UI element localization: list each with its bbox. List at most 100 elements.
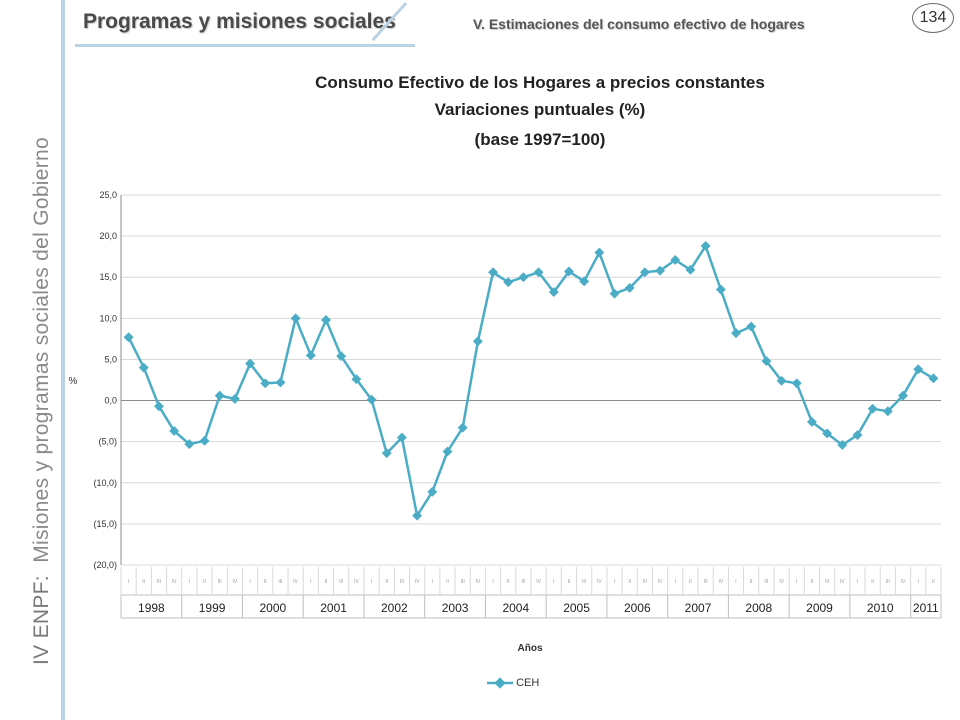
data-point <box>472 336 483 347</box>
quarter-label: III <box>521 579 525 585</box>
quarter-label: IV <box>718 579 723 585</box>
data-point <box>852 430 863 441</box>
quarter-label: II <box>871 579 874 585</box>
data-point <box>442 446 453 457</box>
data-point <box>655 265 666 276</box>
quarter-label: II <box>507 579 510 585</box>
quarter-label: III <box>218 579 222 585</box>
data-point <box>321 315 331 325</box>
quarter-label: III <box>825 579 829 585</box>
quarter-label: IV <box>658 579 663 585</box>
quarter-label: III <box>339 579 343 585</box>
data-point <box>290 313 301 324</box>
data-point <box>169 426 180 436</box>
quarter-label: IV <box>233 579 238 585</box>
quarter-label: I <box>249 579 250 585</box>
year-label: 2010 <box>867 601 894 615</box>
quarter-label: IV <box>354 579 359 585</box>
data-point <box>214 390 225 401</box>
data-point <box>457 422 468 433</box>
quarter-label: IV <box>779 579 784 585</box>
quarter-label: III <box>582 579 586 585</box>
data-point <box>488 267 498 278</box>
quarter-label: I <box>796 579 797 585</box>
quarter-label: II <box>142 579 145 585</box>
chart-base-note: (base 1997=100) <box>474 130 606 149</box>
quarter-label: I <box>857 579 858 585</box>
quarter-label: I <box>918 579 919 585</box>
data-point <box>715 284 726 295</box>
year-label: 2004 <box>502 601 529 615</box>
data-point <box>351 374 362 385</box>
section-title: Programas y misiones sociales <box>83 10 396 33</box>
quarter-label: I <box>432 579 433 585</box>
quarter-label: IV <box>536 579 541 585</box>
header-underline <box>75 44 415 47</box>
data-point <box>639 267 650 278</box>
data-point <box>882 406 893 417</box>
data-point <box>746 321 757 332</box>
y-axis-label: % <box>69 376 78 387</box>
quarter-label: III <box>278 579 282 585</box>
data-point <box>685 264 696 275</box>
data-point <box>898 390 908 401</box>
data-point <box>366 394 377 405</box>
y-tick-label: 5,0 <box>104 354 117 364</box>
page-number: 134 <box>912 3 954 33</box>
data-point <box>822 428 833 439</box>
data-point <box>138 362 149 373</box>
quarter-label: III <box>157 579 161 585</box>
y-tick-label: (15,0) <box>93 519 117 529</box>
quarter-label: II <box>811 579 814 585</box>
quarter-label: II <box>325 579 328 585</box>
side-rail <box>61 0 65 720</box>
quarter-label: III <box>704 579 708 585</box>
year-label: 2008 <box>745 601 772 615</box>
year-label: 2000 <box>260 601 287 615</box>
y-tick-label: 25,0 <box>99 190 117 200</box>
data-point <box>806 416 817 427</box>
data-point <box>305 350 316 361</box>
quarter-label: II <box>264 579 267 585</box>
quarter-label: IV <box>901 579 906 585</box>
legend-label: CEH <box>516 677 540 689</box>
data-point <box>381 448 392 459</box>
year-label: 2002 <box>381 601 408 615</box>
quarter-label: II <box>750 579 753 585</box>
data-point <box>913 364 924 375</box>
data-point <box>579 276 590 287</box>
data-point <box>533 267 544 278</box>
quarter-label: II <box>689 579 692 585</box>
quarter-label: I <box>128 579 129 585</box>
year-label: 2005 <box>563 601 590 615</box>
quarter-label: II <box>932 579 935 585</box>
data-point <box>184 439 195 450</box>
x-axis-label: Años <box>518 643 543 654</box>
year-label: 2007 <box>685 601 712 615</box>
data-point <box>229 393 240 404</box>
data-point <box>518 272 529 283</box>
quarter-label: IV <box>415 579 420 585</box>
quarter-label: III <box>643 579 647 585</box>
data-point <box>867 403 878 414</box>
quarter-label: I <box>310 579 311 585</box>
data-point <box>245 358 256 369</box>
chart-subtitle: Variaciones puntuales (%) <box>434 100 646 119</box>
data-point <box>412 510 423 521</box>
y-tick-label: 20,0 <box>99 231 117 241</box>
quarter-label: I <box>492 579 493 585</box>
page-header: Programas y misiones sociales V. Estimac… <box>65 0 960 47</box>
quarter-label: IV <box>840 579 845 585</box>
series-line-ceh <box>127 244 935 517</box>
quarter-label: IV <box>597 579 602 585</box>
quarter-label: I <box>371 579 372 585</box>
data-point <box>594 247 605 258</box>
data-point <box>154 401 164 412</box>
y-tick-label: (5,0) <box>98 437 117 447</box>
quarter-label: I <box>735 579 736 585</box>
quarter-label: I <box>675 579 676 585</box>
data-point <box>670 255 681 265</box>
quarter-label: III <box>461 579 465 585</box>
quarter-label: I <box>189 579 190 585</box>
year-label: 2006 <box>624 601 651 615</box>
